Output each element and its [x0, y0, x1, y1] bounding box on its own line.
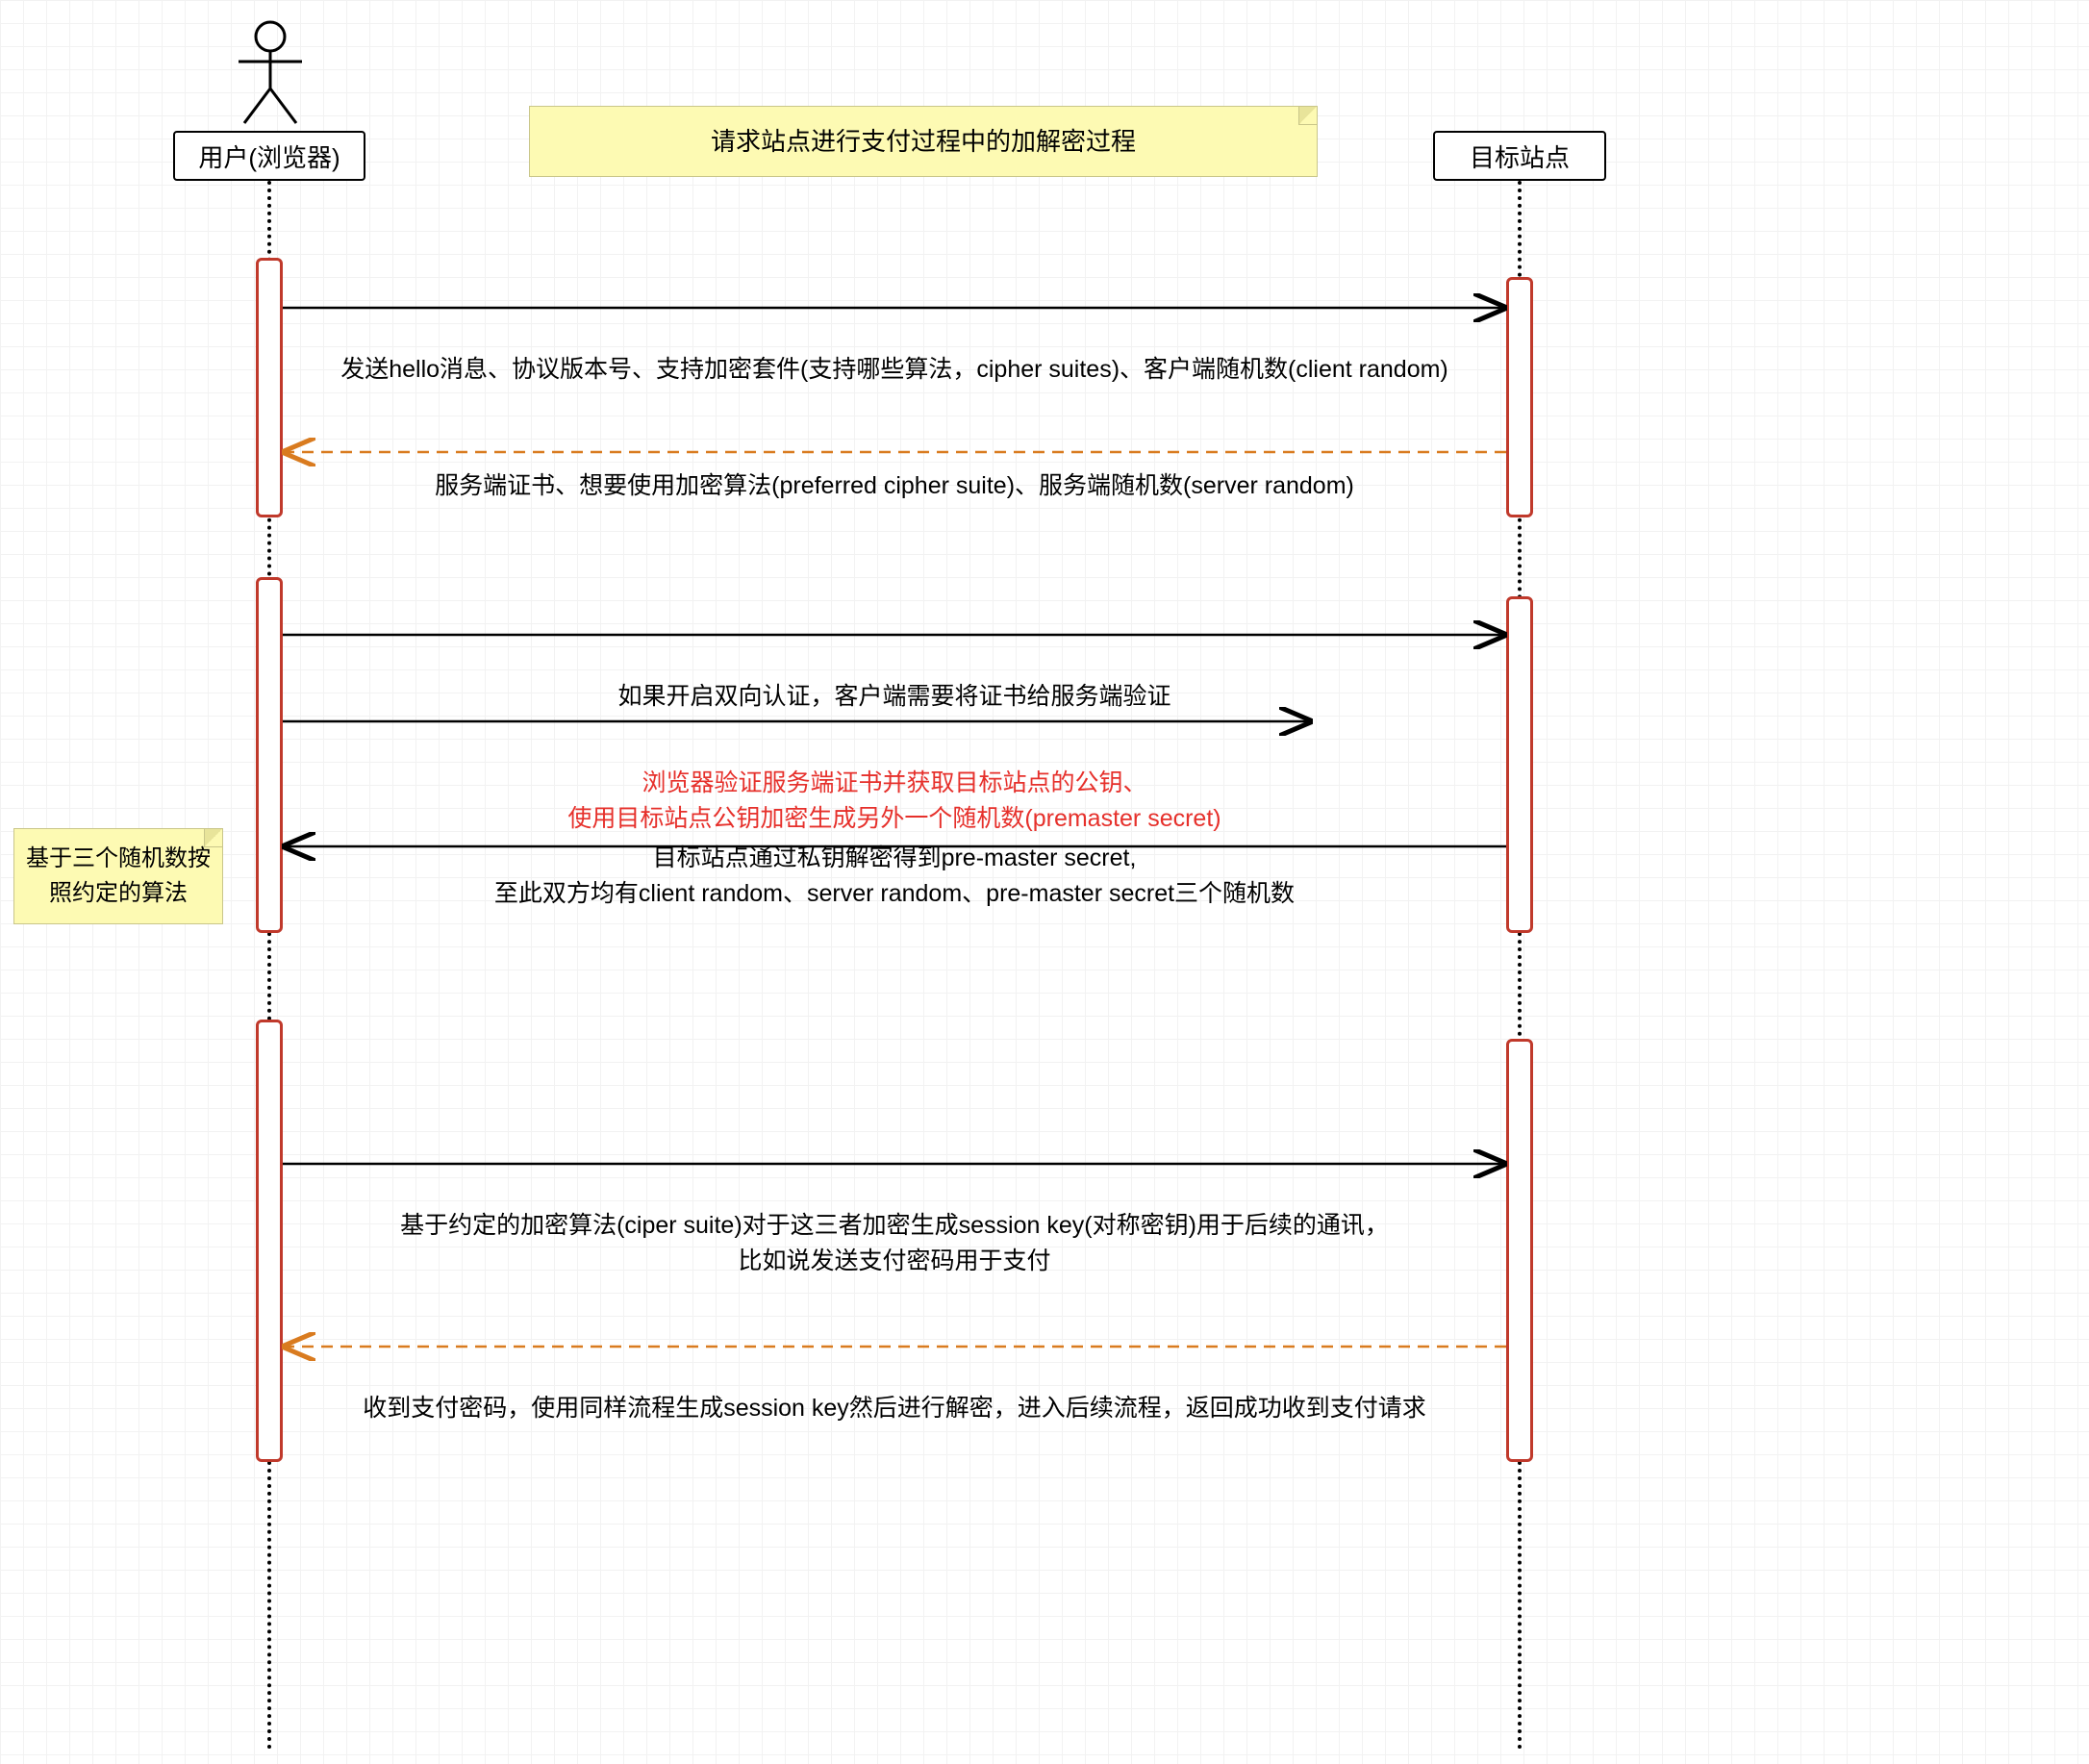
message-label: 发送hello消息、协议版本号、支持加密套件(支持哪些算法，cipher sui…: [298, 317, 1491, 388]
sequence-diagram: 用户(浏览器) 目标站点 请求站点进行支付过程中的加解密过程 基于三个随机数按照…: [0, 0, 2089, 1764]
actor-server-box: 目标站点: [1433, 131, 1606, 181]
message-label: 收到支付密码，使用同样流程生成session key然后进行解密，进入后续流程，…: [327, 1356, 1462, 1426]
activation: [256, 1020, 283, 1462]
activation: [256, 258, 283, 517]
message-label: 服务端证书、想要使用加密算法(preferred cipher suite)、服…: [385, 434, 1404, 504]
activation: [1506, 596, 1533, 933]
side-note: 基于三个随机数按照约定的算法: [13, 828, 223, 924]
message-label: 目标站点通过私钥解密得到pre-master secret, 至此双方均有cli…: [452, 806, 1337, 911]
activation: [1506, 1039, 1533, 1462]
actor-user-box: 用户(浏览器): [173, 131, 365, 181]
actor-user-label: 用户(浏览器): [198, 139, 340, 174]
side-note-text: 基于三个随机数按照约定的算法: [22, 842, 214, 911]
activation: [1506, 277, 1533, 517]
message-label: 如果开启双向认证，客户端需要将证书给服务端验证: [596, 644, 1193, 715]
activation: [256, 577, 283, 933]
actor-server-label: 目标站点: [1470, 139, 1570, 174]
user-actor-icon: [231, 19, 310, 127]
title-note: 请求站点进行支付过程中的加解密过程: [529, 106, 1318, 177]
title-note-text: 请求站点进行支付过程中的加解密过程: [711, 123, 1136, 161]
message-label: 基于约定的加密算法(ciper suite)对于这三者加密生成session k…: [356, 1173, 1433, 1278]
